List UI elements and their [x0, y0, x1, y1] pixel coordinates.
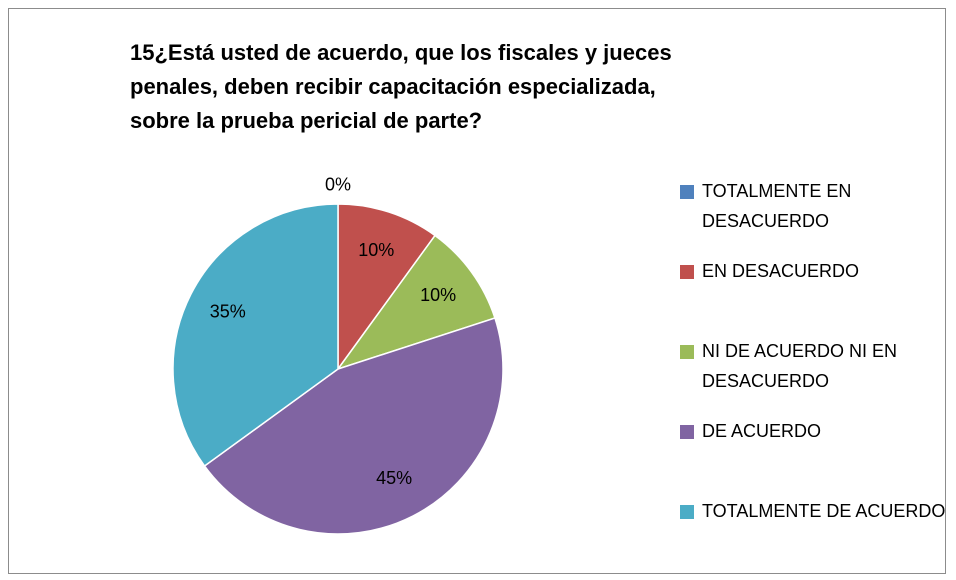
legend-swatch: [680, 425, 694, 439]
data-label: 10%: [420, 285, 456, 305]
legend-item: DE ACUERDO: [672, 416, 952, 496]
chart-frame: [8, 8, 946, 574]
pie-slice: [172, 203, 339, 468]
data-label: 10%: [358, 240, 394, 260]
data-label: 0%: [325, 175, 351, 195]
pie-slice: [337, 203, 437, 372]
legend: TOTALMENTE EN DESACUERDO EN DESACUERDO NI …: [672, 176, 952, 576]
pie-slice: [336, 234, 496, 371]
legend-item: NI DE ACUERDO NI EN DESACUERDO: [672, 336, 952, 416]
legend-item: EN DESACUERDO: [672, 256, 952, 336]
data-label: 45%: [376, 468, 412, 488]
legend-label: TOTALMENTE DE ACUERDO: [702, 501, 946, 521]
legend-label: EN DESACUERDO: [702, 261, 860, 281]
legend-swatch: [680, 345, 694, 359]
legend-swatch: [680, 265, 694, 279]
pie-slice: [203, 317, 504, 535]
legend-item: TOTALMENTE DE ACUERDO: [672, 496, 952, 576]
data-label: 35%: [210, 302, 246, 322]
legend-label: DE ACUERDO: [702, 421, 822, 441]
legend-swatch: [680, 505, 694, 519]
legend-label: TOTALMENTE EN DESACUERDO: [702, 181, 852, 231]
legend-label: NI DE ACUERDO NI EN DESACUERDO: [702, 341, 898, 391]
chart-title: 15¿Está usted de acuerdo, que los fiscal…: [130, 40, 672, 133]
legend-swatch: [680, 185, 694, 199]
legend-item: TOTALMENTE EN DESACUERDO: [672, 176, 952, 256]
